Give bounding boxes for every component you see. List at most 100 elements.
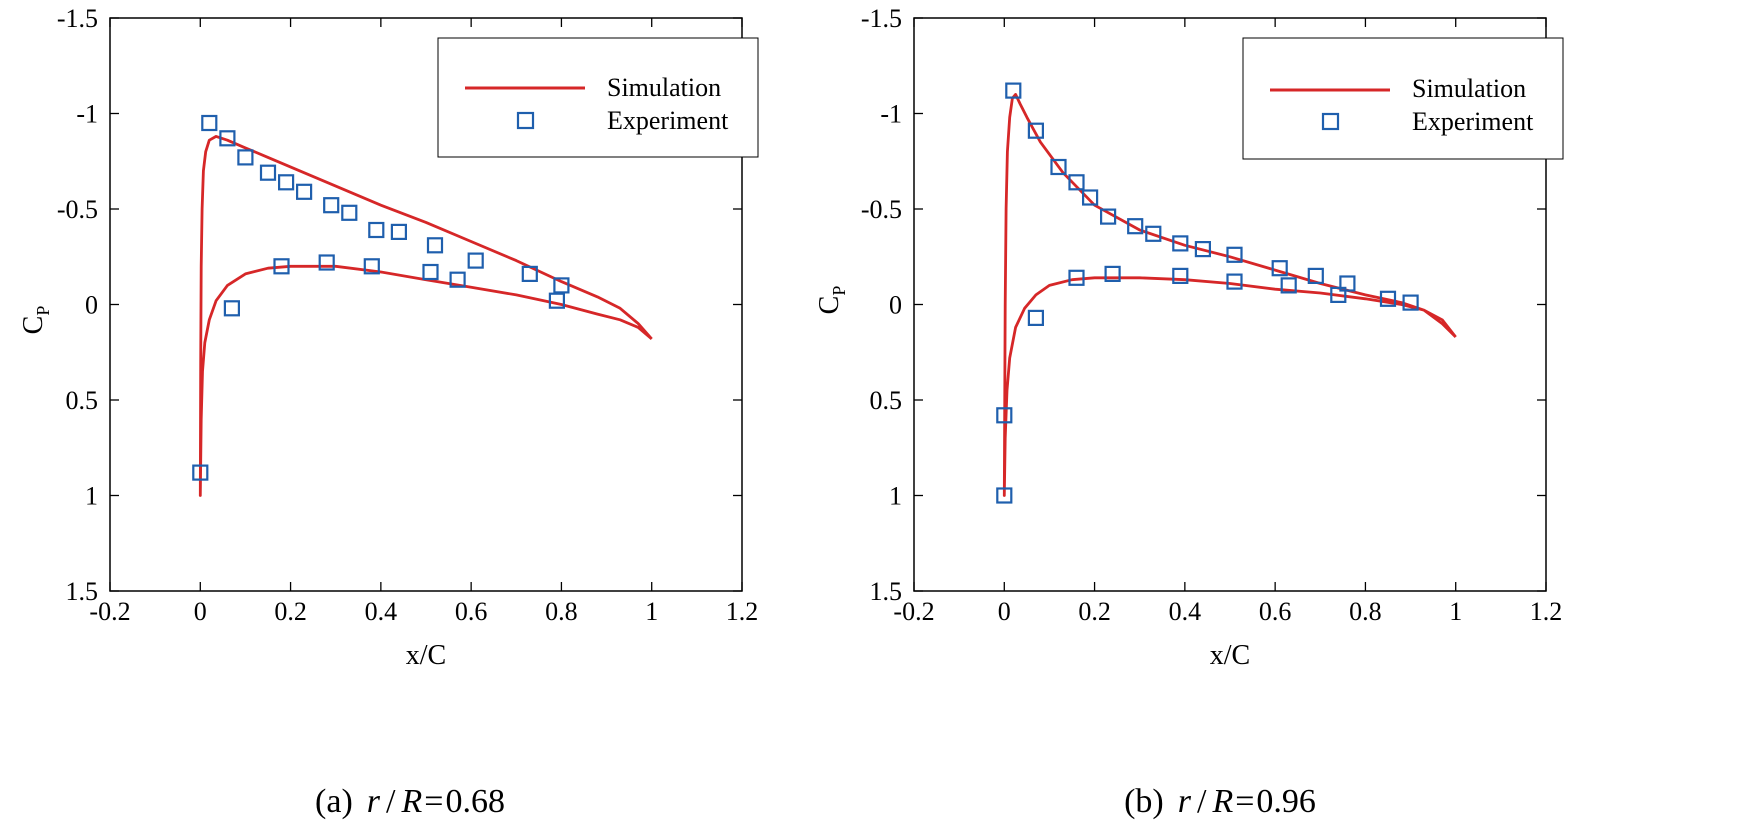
caption-r: r	[1178, 783, 1192, 820]
y-tick-label: -1	[880, 100, 902, 129]
x-tick-label: 0.6	[1259, 597, 1292, 626]
experiment-point	[1099, 208, 1117, 225]
x-tick-label: 0.2	[274, 597, 307, 626]
caption-slash: /	[1197, 783, 1207, 820]
caption-a: (a) r / R=0.68	[315, 783, 505, 820]
y-tick-label: 0.5	[870, 386, 903, 415]
experiment-point	[1081, 189, 1099, 206]
experiment-point	[223, 300, 240, 317]
experiment-point	[1027, 309, 1045, 326]
experiment-point	[201, 114, 218, 132]
legend-experiment-label: Experiment	[1412, 107, 1534, 136]
experiment-point	[996, 487, 1013, 504]
experiment-point	[273, 258, 290, 275]
experiment-point	[1027, 122, 1045, 139]
caption-eq: =	[424, 783, 443, 820]
x-axis-title: x/C	[406, 640, 446, 671]
experiment-point	[278, 174, 295, 191]
experiment-point	[1005, 82, 1022, 99]
experiment-point	[422, 263, 439, 281]
experiment-point	[1172, 267, 1189, 284]
experiment-point	[553, 277, 570, 294]
experiment-point	[1127, 218, 1144, 235]
experiment-point	[467, 252, 484, 269]
caption-eq: =	[1235, 783, 1254, 820]
x-tick-label: 1.2	[1530, 597, 1563, 626]
x-tick-label: 0.2	[1078, 597, 1111, 626]
x-tick-label: -0.2	[89, 597, 130, 626]
experiment-point	[1280, 277, 1297, 294]
experiment-point	[318, 254, 335, 271]
experiment-point	[368, 221, 385, 239]
caption-r: r	[367, 783, 381, 820]
y-tick-label: 0.5	[66, 386, 99, 415]
y-tick-label: -0.5	[861, 195, 902, 224]
caption-value: 0.68	[445, 783, 505, 820]
experiment-point	[237, 149, 254, 166]
experiment-point	[192, 464, 209, 481]
experiment-point	[1226, 246, 1243, 263]
x-tick-label: -0.2	[893, 597, 934, 626]
experiment-point	[341, 204, 358, 221]
simulation-series	[1002, 93, 1457, 497]
y-axis-title-sub: P	[829, 286, 849, 296]
experiment-point	[1104, 265, 1121, 282]
legend-experiment-label: Experiment	[607, 106, 729, 135]
experiment-point	[1145, 225, 1162, 242]
caption-value: 0.96	[1256, 783, 1316, 820]
chart-panel-b: -0.2 0 0.2 0.4 0.6 0.8 1 1.2-1.5-1-0.500.511.5 …	[814, 4, 1564, 820]
experiment-point	[1379, 290, 1397, 307]
experiment-point	[996, 407, 1013, 424]
x-tick-label: 1	[645, 597, 658, 626]
x-tick-label: 1.2	[726, 597, 759, 626]
y-tick-label: -0.5	[57, 195, 98, 224]
caption-b: (b) r / R=0.96	[1124, 783, 1316, 820]
experiment-point	[1226, 273, 1243, 290]
legend-experiment-swatch	[1321, 112, 1340, 131]
y-tick-label: 1	[85, 482, 98, 511]
x-tick-label: 0.6	[455, 597, 488, 626]
experiment-point	[548, 292, 566, 309]
tick-labels: -0.2 0 0.2 0.4 0.6 0.8 1 1.2 -1.5 -1 -0.5 0 0.5 1 1.5	[57, 4, 758, 626]
experiment-point	[219, 130, 236, 147]
experiment-point	[449, 271, 466, 288]
legend-box	[437, 37, 759, 158]
experiment-point	[390, 223, 407, 240]
x-tick-label: 0.8	[1349, 597, 1382, 626]
x-tick-label: 0.4	[365, 597, 398, 626]
y-tick-label: -1.5	[57, 4, 98, 33]
experiment-point	[426, 237, 444, 254]
experiment-point	[1172, 235, 1189, 252]
experiment-point	[363, 258, 380, 275]
y-tick-label: 0	[85, 291, 98, 320]
experiment-point	[296, 183, 313, 200]
experiment-point	[1307, 267, 1324, 284]
caption-slash: /	[386, 783, 396, 820]
experiment-point	[1194, 241, 1212, 258]
tick-labels: -0.2 0 0.2 0.4 0.6 0.8 1 1.2 -1.5 -1 -0.5 0 0.5 1 1.5	[861, 4, 1562, 626]
chart-panel-a: -0.2 0 0.2 0.4 0.6 0.8 1 1.2-1.5-1-0.500.511.5 …	[18, 4, 759, 820]
caption-prefix: (a)	[315, 783, 353, 820]
y-axis-title: CP	[18, 306, 53, 335]
y-tick-label: 1.5	[66, 577, 99, 606]
y-tick-label: -1	[76, 100, 98, 129]
experiment-point	[1068, 174, 1085, 191]
y-tick-label: 0	[889, 291, 902, 320]
experiment-point	[1330, 286, 1347, 303]
y-tick-label: 1	[889, 482, 902, 511]
y-tick-label: 1.5	[870, 577, 903, 606]
experiment-series	[996, 82, 1419, 504]
experiment-point	[1068, 269, 1085, 286]
caption-R: R	[1211, 783, 1233, 820]
axis-ticks	[109, 17, 743, 592]
legend-simulation-label: Simulation	[1412, 74, 1526, 103]
x-axis-title: x/C	[1210, 640, 1250, 671]
x-tick-label: 0.8	[545, 597, 578, 626]
experiment-point	[259, 164, 277, 181]
experiment-point	[1050, 158, 1067, 176]
y-tick-label: -1.5	[861, 4, 902, 33]
x-tick-label: 0	[194, 597, 207, 626]
experiment-series	[192, 114, 570, 481]
